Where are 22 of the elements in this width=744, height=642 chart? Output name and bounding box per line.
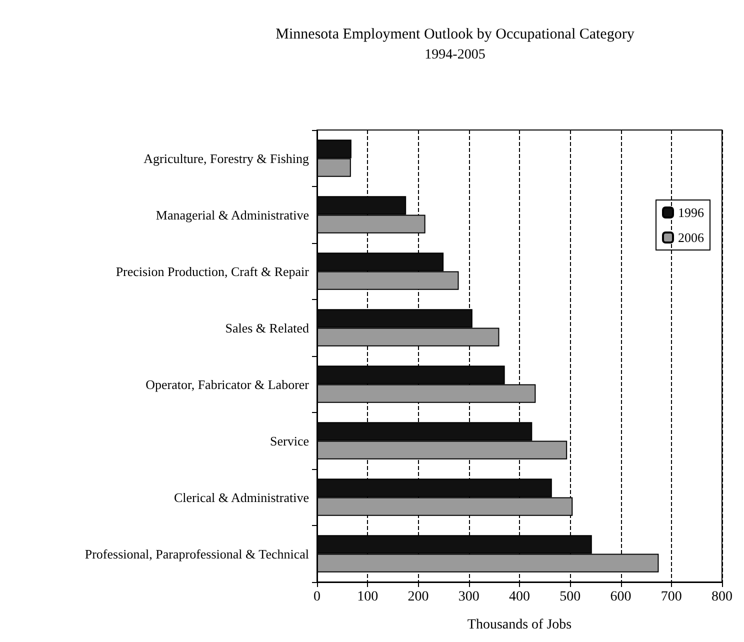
chart-subtitle: 1994-2005 xyxy=(424,48,486,62)
y-tick-label: Managerial & Administrative xyxy=(156,207,310,222)
x-tick-label: 200 xyxy=(408,590,429,604)
x-tick-label: 0 xyxy=(314,590,320,604)
y-tick-label: Sales & Related xyxy=(225,320,310,336)
y-tick-label: Professional, Paraprofessional & Technical xyxy=(84,546,310,562)
x-tick-label: 300 xyxy=(458,590,480,604)
y-tick-label: Precision Production, Craft & Repair xyxy=(116,264,310,279)
chart-title: Minnesota Employment Outlook by Occupational Category xyxy=(276,26,635,42)
x-axis-title: Thousands of Jobs xyxy=(467,618,572,632)
x-tick-label: 400 xyxy=(509,590,530,604)
y-tick-label: Agriculture, Forestry & Fishing xyxy=(144,150,310,166)
x-tick-label: 700 xyxy=(660,590,682,604)
x-tick-label: 500 xyxy=(560,590,581,604)
y-tick-label: Clerical & Administrative xyxy=(174,490,310,505)
legend-label: 2006 xyxy=(678,230,704,245)
y-tick-label: Service xyxy=(270,433,310,448)
y-tick-label: Operator, Fabricator & Laborer xyxy=(146,376,310,392)
x-tick-label: 800 xyxy=(712,590,732,604)
x-tick-label: 100 xyxy=(357,590,378,604)
x-tick-label: 600 xyxy=(610,590,632,604)
legend-label: 1996 xyxy=(678,205,704,220)
